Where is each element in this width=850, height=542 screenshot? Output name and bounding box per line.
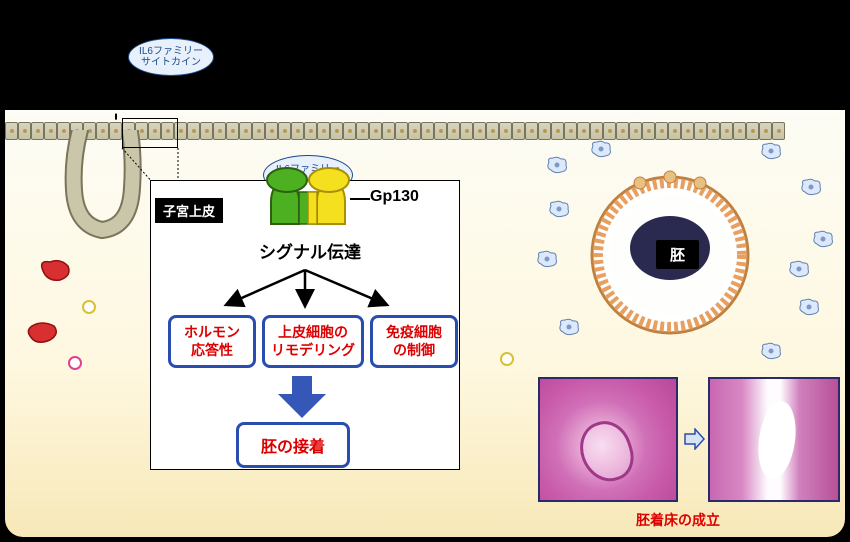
immune-cell-icon bbox=[800, 178, 822, 196]
branching-arrows bbox=[180, 270, 430, 310]
epithelial-cell bbox=[18, 122, 31, 140]
pink-ring-icon bbox=[68, 356, 82, 370]
epithelial-cell bbox=[304, 122, 317, 140]
cytokine-label-top: IL6ファミリー サイトカイン bbox=[128, 38, 214, 76]
immune-cell-icon bbox=[558, 318, 580, 336]
immune-cell-icon bbox=[812, 230, 834, 248]
epithelial-cell bbox=[330, 122, 343, 140]
epithelial-cell bbox=[512, 122, 525, 140]
epithelial-cell bbox=[733, 122, 746, 140]
epithelial-cell bbox=[564, 122, 577, 140]
immune-cell-icon bbox=[798, 298, 820, 316]
epithelial-cell bbox=[226, 122, 239, 140]
yellow-ring-icon bbox=[500, 352, 514, 366]
histology-arrow-icon bbox=[683, 428, 705, 450]
big-down-arrow-icon bbox=[278, 376, 326, 418]
zoom-rectangle bbox=[122, 118, 178, 148]
epithelial-cell bbox=[434, 122, 447, 140]
dashed-divider bbox=[115, 0, 117, 130]
epithelial-cell bbox=[213, 122, 226, 140]
immune-text: 免疫細胞 の制御 bbox=[386, 324, 442, 358]
epithelial-cell bbox=[291, 122, 304, 140]
hormone-text: ホルモン 応答性 bbox=[184, 324, 240, 358]
epithelial-cell bbox=[460, 122, 473, 140]
epithelial-cell bbox=[343, 122, 356, 140]
gp130-leader bbox=[350, 198, 370, 200]
remodeling-box: 上皮細胞の リモデリング bbox=[262, 315, 364, 368]
hormone-box: ホルモン 応答性 bbox=[168, 315, 256, 368]
epithelial-cell bbox=[616, 122, 629, 140]
epithelial-cell bbox=[44, 122, 57, 140]
embryo-label: 胚 bbox=[656, 240, 699, 269]
immune-cell-icon bbox=[546, 156, 568, 174]
epithelial-cell bbox=[746, 122, 759, 140]
epithelial-cell bbox=[538, 122, 551, 140]
histology-caption: 胚着床の成立 bbox=[636, 510, 720, 530]
epithelial-cell bbox=[317, 122, 330, 140]
epithelial-cell bbox=[356, 122, 369, 140]
epithelial-cell bbox=[382, 122, 395, 140]
diagram-canvas: IL6ファミリー サイトカイン IL6ファミリー サイトカイン 子宮上皮 Gp1… bbox=[0, 0, 850, 542]
epithelial-cell bbox=[642, 122, 655, 140]
epithelial-cell bbox=[369, 122, 382, 140]
epithelial-cell bbox=[200, 122, 213, 140]
epithelial-cell bbox=[278, 122, 291, 140]
epithelial-cell bbox=[252, 122, 265, 140]
epithelial-cell bbox=[473, 122, 486, 140]
cytokine-text: IL6ファミリー サイトカイン bbox=[139, 46, 203, 69]
epithelial-cell bbox=[603, 122, 616, 140]
gp130-label: Gp130 bbox=[370, 188, 419, 206]
immune-cell-icon bbox=[788, 260, 810, 278]
epithelial-cell bbox=[421, 122, 434, 140]
adhesion-box: 胚の接着 bbox=[236, 422, 350, 468]
yellow-ring-icon bbox=[82, 300, 96, 314]
epithelial-cell bbox=[447, 122, 460, 140]
epithelial-cell bbox=[772, 122, 785, 140]
epithelial-cell bbox=[408, 122, 421, 140]
epithelial-cell bbox=[525, 122, 538, 140]
epithelial-cell bbox=[551, 122, 564, 140]
epithelial-cell bbox=[759, 122, 772, 140]
immune-cell-icon bbox=[760, 342, 782, 360]
epithelial-cell bbox=[499, 122, 512, 140]
red-cell-icon bbox=[26, 320, 60, 344]
epithelial-cell bbox=[720, 122, 733, 140]
epithelial-cell bbox=[486, 122, 499, 140]
epithelial-cell bbox=[5, 122, 18, 140]
gp130-receptor-icon bbox=[253, 162, 363, 228]
epithelial-cell bbox=[668, 122, 681, 140]
immune-box: 免疫細胞 の制御 bbox=[370, 315, 458, 368]
epithelial-cell bbox=[655, 122, 668, 140]
red-cell-icon bbox=[38, 258, 72, 282]
epithelial-cell bbox=[577, 122, 590, 140]
epithelial-cell bbox=[31, 122, 44, 140]
epithelial-cell bbox=[187, 122, 200, 140]
immune-cell-icon bbox=[548, 200, 570, 218]
immune-cell-icon bbox=[536, 250, 558, 268]
histology-image-after bbox=[708, 377, 840, 502]
epithelial-cell bbox=[694, 122, 707, 140]
outcome-boxes-row: ホルモン 応答性 上皮細胞の リモデリング 免疫細胞 の制御 bbox=[158, 315, 468, 368]
adhesion-text: 胚の接着 bbox=[261, 439, 325, 456]
signal-transduction-label: シグナル伝達 bbox=[230, 238, 390, 263]
epithelial-cell bbox=[707, 122, 720, 140]
epithelium-label: 子宮上皮 bbox=[155, 198, 223, 223]
epithelial-cell bbox=[239, 122, 252, 140]
immune-cell-icon bbox=[590, 140, 612, 158]
epithelial-cell bbox=[265, 122, 278, 140]
epithelial-cell bbox=[590, 122, 603, 140]
epithelial-cell bbox=[395, 122, 408, 140]
immune-cell-icon bbox=[760, 142, 782, 160]
epithelial-cell bbox=[629, 122, 642, 140]
epithelial-cell bbox=[681, 122, 694, 140]
histology-image-before bbox=[538, 377, 678, 502]
remodel-text: 上皮細胞の リモデリング bbox=[271, 324, 355, 358]
